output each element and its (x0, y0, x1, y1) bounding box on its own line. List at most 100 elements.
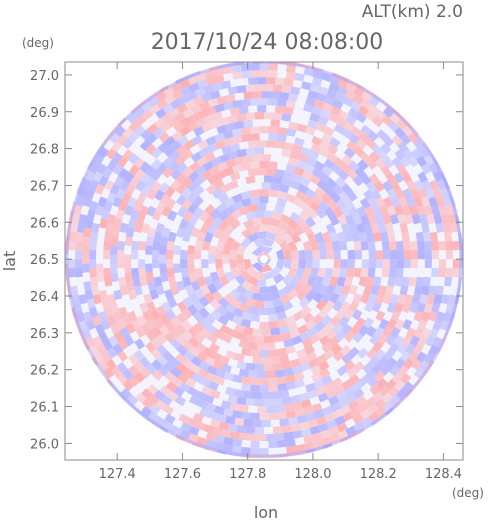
radar-cell (389, 112, 401, 124)
radar-cell (245, 266, 257, 278)
radar-cell (238, 302, 250, 313)
radar-cell (167, 116, 179, 128)
radar-cell (343, 386, 355, 397)
radar-cell (311, 402, 323, 413)
radar-cell (316, 179, 329, 191)
radar-cell (425, 335, 436, 347)
radar-cell (158, 182, 170, 194)
radar-cell (389, 249, 397, 260)
radar-cell (222, 244, 232, 256)
radar-cell (167, 297, 178, 309)
radar-cell (394, 379, 406, 392)
radar-cell (223, 408, 234, 417)
radar-cell (344, 276, 354, 287)
radar-cell (115, 319, 126, 331)
radar-cell (313, 409, 325, 419)
radar-cell (117, 240, 126, 251)
radar-cell (159, 272, 169, 283)
radar-cell (142, 109, 154, 121)
radar-cell (141, 388, 153, 400)
radar-cell (324, 95, 336, 106)
radar-cell (193, 185, 205, 197)
radar-cell (351, 231, 361, 242)
radar-cell (128, 364, 140, 377)
radar-cell (117, 249, 125, 260)
radar-cell (316, 353, 328, 365)
radar-cell (114, 125, 126, 137)
radar-cell (302, 240, 313, 251)
radar-cell (82, 254, 90, 264)
radar-cell (161, 112, 173, 124)
radar-cell (199, 100, 211, 111)
radar-cell (341, 352, 353, 364)
radar-cell (349, 324, 361, 336)
radar-cell (211, 188, 223, 199)
radar-cell (118, 200, 128, 212)
radar-cell (189, 161, 201, 172)
radar-cell (135, 392, 147, 404)
radar-cell (276, 311, 287, 321)
radar-cell (266, 307, 276, 316)
radar-cell (359, 152, 372, 164)
radar-cell (123, 334, 135, 347)
radar-cell (280, 213, 292, 225)
radar-cell (131, 267, 140, 278)
radar-cell (169, 357, 181, 369)
radar-cell (170, 168, 182, 180)
radar-cell (65, 204, 68, 216)
radar-cell (340, 206, 352, 218)
radar-cell (387, 276, 396, 287)
radar-cell (105, 222, 114, 233)
radar-cell (420, 196, 431, 208)
radar-cell (199, 327, 212, 339)
radar-cell (310, 240, 320, 251)
radar-cell (217, 297, 230, 309)
radar-cell (426, 294, 436, 305)
radar-cell (405, 327, 417, 339)
radar-cell (217, 220, 229, 232)
radar-cell (323, 322, 335, 334)
radar-cell (88, 200, 99, 212)
radar-cell (329, 231, 339, 243)
radar-cell (419, 294, 428, 305)
radar-cell (438, 268, 446, 278)
radar-cell (166, 249, 174, 260)
radar-cell (270, 391, 281, 399)
radar-cell (289, 150, 301, 160)
radar-cell (140, 129, 152, 141)
radar-cell (232, 438, 243, 447)
radar-cell (245, 112, 256, 121)
radar-cell (312, 69, 323, 79)
radar-cell (128, 120, 141, 132)
radar-cell (290, 232, 302, 244)
radar-cell (272, 84, 283, 93)
radar-cell (285, 71, 296, 80)
radar-cell (270, 182, 281, 191)
radar-cell (247, 203, 258, 213)
radar-cell (203, 394, 215, 405)
radar-cell (306, 275, 317, 287)
radar-cell (229, 259, 238, 269)
radar-cell (411, 358, 423, 371)
radar-cell (289, 328, 301, 339)
radar-cell (196, 72, 208, 82)
radar-cell (86, 209, 96, 220)
radar-cell (82, 236, 91, 246)
radar-cell (302, 195, 315, 206)
radar-cell (336, 231, 346, 242)
radar-cell (329, 191, 341, 203)
radar-cell (432, 336, 443, 348)
radar-cell (103, 200, 113, 212)
radar-cell (422, 231, 431, 242)
radar-cell (214, 103, 225, 113)
radar-cell (164, 413, 176, 425)
radar-cell (245, 426, 256, 434)
radar-cell (170, 316, 182, 328)
radar-cell (423, 154, 435, 166)
radar-cell (254, 398, 264, 407)
radar-cell (103, 389, 115, 401)
radar-cell (208, 165, 221, 176)
radar-cell (194, 87, 206, 98)
radar-cell (439, 154, 451, 166)
radar-cell (341, 154, 353, 166)
